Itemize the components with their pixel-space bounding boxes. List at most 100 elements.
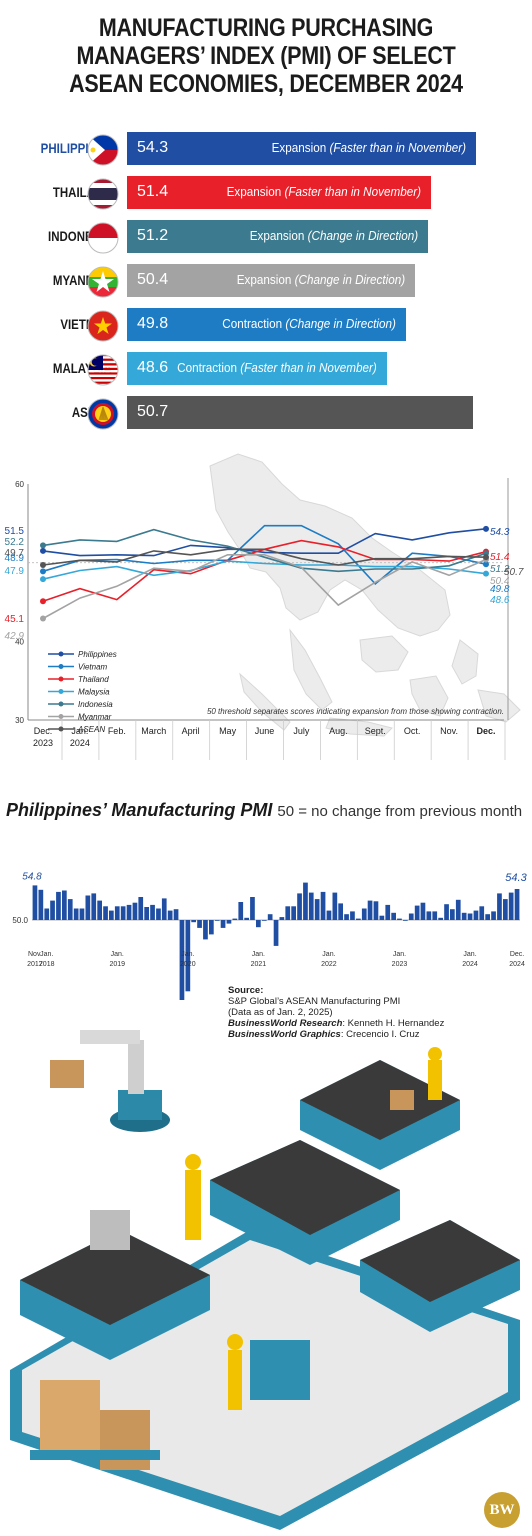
- pmi-month-bar: [67, 899, 73, 920]
- x-tick-label: Jan.: [111, 951, 124, 958]
- pmi-month-bar: [450, 909, 455, 920]
- pmi-month-bar: [79, 908, 85, 920]
- pmi-month-bar: [361, 908, 367, 920]
- pmi-month-bar: [397, 918, 402, 920]
- pmi-month-bar: [303, 882, 308, 920]
- conveyor-right: [360, 1220, 520, 1332]
- x-tick-label: March: [141, 726, 166, 736]
- conveyor-middle: [185, 1140, 400, 1265]
- pmi-month-bar: [197, 920, 202, 928]
- pmi-month-bar: [444, 904, 449, 920]
- series-start-label: 48.9: [5, 553, 25, 564]
- pmi-bar: 54.3 Expansion (Faster than in November): [127, 132, 476, 165]
- legend-label: Thailand: [78, 675, 109, 684]
- pmi-month-bar: [497, 893, 502, 920]
- x-tick-label: Jan.: [181, 951, 194, 958]
- x-tick-label: 2022: [321, 961, 337, 968]
- boxes-stack: [30, 1380, 160, 1470]
- series-line-asean: [42, 548, 487, 566]
- pmi-month-bar: [338, 903, 343, 920]
- bar-description: Expansion (Change in Direction): [236, 272, 405, 287]
- baseline-label: 50.0: [12, 916, 28, 925]
- pmi-month-bar: [350, 911, 355, 920]
- myanmar-flag-icon: [87, 266, 119, 298]
- pmi-month-bar: [120, 906, 126, 920]
- series-line-indonesia: [42, 528, 487, 573]
- legend-label: Philippines: [78, 650, 117, 659]
- pmi-month-bar: [267, 914, 273, 920]
- pmi-month-bar: [238, 902, 244, 920]
- x-tick-label: Jan.: [40, 951, 53, 958]
- bar-value-label: 48.6: [137, 359, 169, 376]
- legend-label: ASEAN: [77, 725, 105, 734]
- pmi-month-bar: [232, 918, 238, 920]
- x-tick-label: Jan.: [71, 726, 88, 736]
- philippines-flag-icon: [87, 134, 119, 166]
- series-end-point: [483, 570, 489, 577]
- pmi-bar: 51.2 Expansion (Change in Direction): [127, 220, 428, 253]
- pmi-month-bar: [156, 908, 161, 920]
- pmi-month-bar: [379, 915, 385, 920]
- series-start-label: 51.5: [5, 526, 25, 537]
- x-tick-label: Oct.: [404, 726, 421, 736]
- pmi-month-bar: [285, 906, 291, 920]
- x-tick-label: Dec.: [476, 726, 495, 736]
- line-chart-legend: Philippines Vietnam Thailand Malaysia Indone…: [48, 650, 117, 734]
- pmi-month-bar: [73, 908, 79, 920]
- pmi-month-bar: [161, 898, 167, 920]
- x-tick-label: 2024: [462, 961, 478, 968]
- research-name: : Kenneth H. Hernandez: [342, 1018, 445, 1029]
- series-end-label: 49.8: [490, 584, 510, 595]
- pmi-month-bar: [126, 904, 132, 920]
- pmi-month-bar: [332, 892, 338, 920]
- pmi-month-bar: [479, 906, 485, 920]
- x-tick-label: 2023: [33, 738, 53, 748]
- pmi-month-bar: [44, 908, 50, 920]
- bar-value-label: 50.4: [137, 271, 169, 288]
- pmi-month-bar: [485, 914, 490, 920]
- last-value-label: 54.3: [505, 872, 527, 884]
- line-chart-axes: 60 40 30 Dec. 2023 Jan. 2024 Feb. March April May J…: [15, 478, 509, 760]
- bar-value-label: 51.2: [137, 227, 169, 244]
- map-background: [209, 453, 521, 737]
- pmi-month-bar: [167, 910, 173, 920]
- robot-arm-top-left: [50, 1030, 170, 1132]
- title-line-2: MANAGERS’ INDEX (PMI) OF SELECT: [76, 42, 456, 70]
- bar-description: Expansion (Change in Direction): [249, 228, 418, 243]
- pmi-month-bar: [185, 920, 191, 992]
- pmi-month-bar: [432, 911, 438, 920]
- bar-value-label: 51.4: [137, 183, 169, 200]
- page-title: MANUFACTURING PURCHASING MANAGERS’ INDEX…: [37, 14, 495, 98]
- source-line-1: S&P Global’s ASEAN Manufacturing PMI: [228, 996, 401, 1007]
- x-tick-label: 2018: [39, 961, 55, 968]
- pmi-month-bar: [179, 920, 185, 1000]
- x-tick-label: 2024: [509, 961, 525, 968]
- pmi-month-bar: [50, 900, 55, 920]
- x-tick-label: Nov.: [28, 951, 42, 958]
- x-tick-label: June: [255, 726, 275, 736]
- pmi-month-bar: [320, 891, 326, 920]
- series-end-label: 54.3: [490, 527, 510, 538]
- bar-row-philippines: PHILIPPINES 54.3 Expansion (Faster than in…: [0, 131, 532, 167]
- pmi-month-bar: [461, 912, 467, 920]
- pmi-month-bar: [244, 917, 249, 920]
- series-line-vietnam: [42, 524, 487, 586]
- pmi-month-bar: [385, 904, 391, 920]
- control-panel-worker: [227, 1334, 310, 1410]
- ph-pmi-subtitle: 50 = no change from previous month: [277, 803, 523, 820]
- series-start-point: [40, 562, 46, 569]
- pmi-month-bar: [138, 897, 144, 920]
- x-tick-label: Dec.: [510, 951, 524, 958]
- pmi-month-bar: [144, 907, 149, 920]
- pmi-month-bar: [97, 900, 102, 920]
- series-start-label: 47.9: [5, 566, 25, 577]
- series-end-label: 48.6: [490, 595, 510, 606]
- pmi-month-bar: [132, 902, 138, 920]
- bar-description: Expansion (Faster than in November): [226, 184, 421, 199]
- asean-emblem-icon: [87, 398, 119, 430]
- series-end-label: 51.4: [490, 552, 510, 563]
- pmi-month-bar: [256, 920, 261, 928]
- pmi-month-bar: [32, 885, 38, 920]
- pmi-bar: 51.4 Expansion (Faster than in November): [127, 176, 431, 209]
